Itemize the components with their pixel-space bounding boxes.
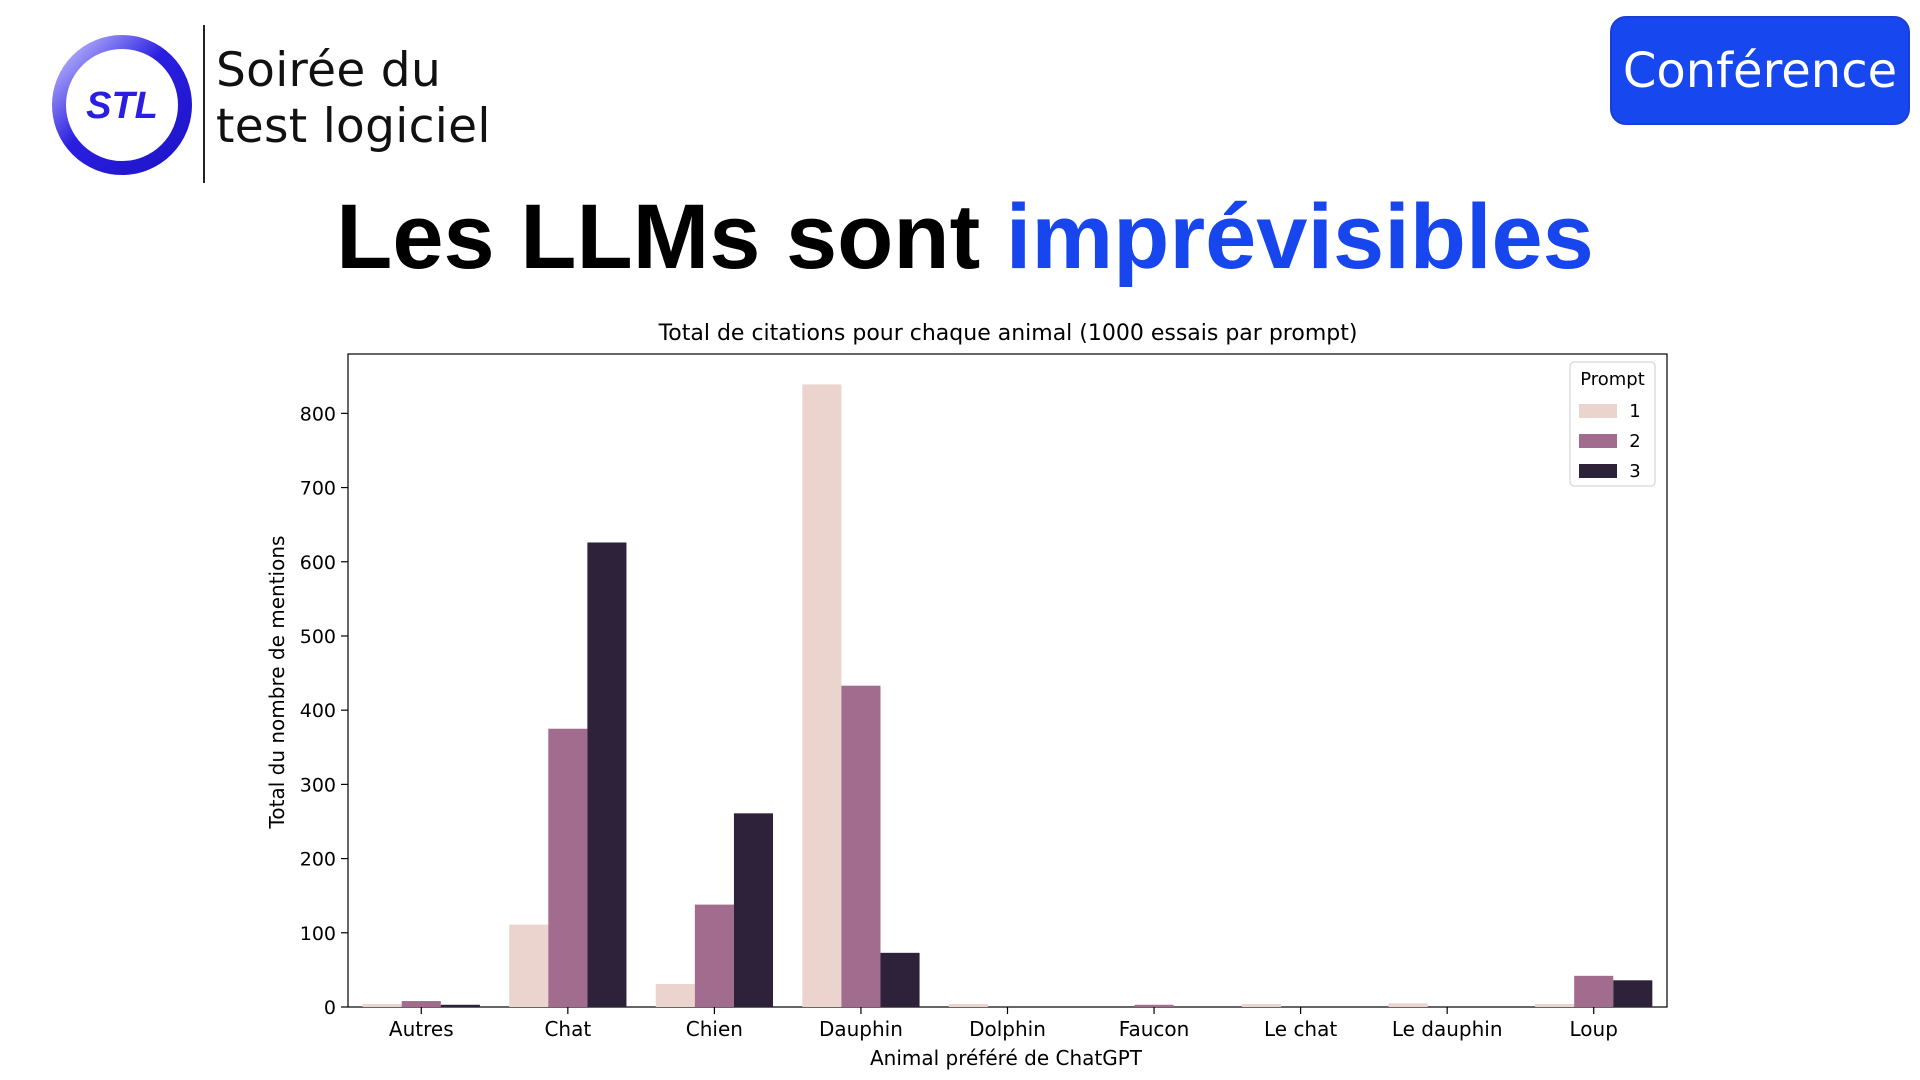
bar-loup-prompt-3	[1613, 980, 1653, 1007]
legend-swatch-3	[1579, 464, 1617, 478]
y-tick-label: 100	[300, 923, 336, 945]
y-tick-label: 700	[300, 478, 336, 500]
chart-title: Total de citations pour chaque animal (1…	[658, 321, 1358, 346]
y-tick-label: 600	[300, 552, 336, 574]
bar-autres-prompt-3	[440, 1004, 480, 1007]
y-tick-label: 400	[300, 700, 336, 722]
bar-le-chat-prompt-1	[1241, 1004, 1282, 1007]
x-tick-label: Dolphin	[969, 1017, 1046, 1041]
x-tick-label: Chat	[544, 1017, 591, 1041]
y-tick-label: 300	[300, 774, 336, 796]
y-tick-label: 200	[300, 849, 336, 871]
y-axis-label: Total du nombre de mentions	[265, 536, 289, 830]
x-tick-label: Le chat	[1264, 1017, 1337, 1041]
logo-line-1: Soirée du	[216, 43, 442, 98]
bar-dolphin-prompt-1	[948, 1004, 988, 1007]
slide-title-highlight: imprévisibles	[1005, 186, 1594, 288]
y-tick-label: 500	[300, 626, 336, 648]
bar-chien-prompt-1	[655, 983, 695, 1007]
bar-chat-prompt-1	[509, 924, 549, 1007]
bar-chien-prompt-3	[733, 813, 774, 1007]
x-tick-label: Faucon	[1119, 1017, 1190, 1041]
legend-label-2: 2	[1629, 431, 1640, 452]
plot-area: 0 100 200 300 400 500 600 700 800 Autres Chat Chien…	[300, 353, 1668, 1041]
stl-logo-icon: STL	[52, 35, 192, 175]
conference-badge-label: Conférence	[1622, 42, 1898, 99]
slide-title: Les LLMs sont imprévisibles	[0, 182, 1920, 292]
bar-dauphin-prompt-1	[802, 384, 842, 1008]
bar-faucon-prompt-2	[1134, 1004, 1174, 1007]
legend-title: Prompt	[1580, 369, 1645, 390]
bar-le-dauphin-prompt-1	[1388, 1003, 1428, 1007]
x-tick-label: Loup	[1570, 1017, 1618, 1041]
y-tick-label: 800	[300, 403, 336, 425]
bar-loup-prompt-2	[1574, 975, 1614, 1007]
slide-title-part1: Les LLMs sont	[336, 186, 1006, 288]
bar-chart: Total de citations pour chaque animal (1…	[265, 321, 1668, 1070]
bar-chien-prompt-2	[694, 904, 734, 1007]
plot-frame	[347, 353, 1668, 1008]
bar-autres-prompt-1	[362, 1004, 402, 1007]
bar-chat-prompt-3	[587, 542, 627, 1007]
stl-logo: STL Soirée du test logiciel	[50, 25, 525, 185]
legend-swatch-1	[1579, 404, 1617, 418]
x-tick-label: Autres	[389, 1017, 454, 1041]
y-tick-label: 0	[324, 997, 336, 1019]
conference-badge-button[interactable]: Conférence	[1610, 16, 1910, 125]
x-tick-label: Le dauphin	[1392, 1017, 1503, 1041]
legend-label-3: 3	[1629, 461, 1640, 482]
logo-wordmark: Soirée du test logiciel	[216, 43, 491, 155]
legend-swatch-2	[1579, 434, 1617, 448]
bar-dauphin-prompt-2	[841, 685, 881, 1007]
legend-label-1: 1	[1629, 401, 1640, 422]
logo-mark: STL	[86, 85, 158, 127]
bar-dauphin-prompt-3	[880, 952, 920, 1007]
legend-box	[1569, 361, 1656, 487]
bar-autres-prompt-2	[401, 1001, 441, 1007]
legend: Prompt 1 2 3	[1569, 361, 1656, 487]
bar-loup-prompt-1	[1535, 1004, 1575, 1007]
logo-line-2: test logiciel	[216, 99, 491, 154]
x-tick-label: Dauphin	[819, 1017, 903, 1041]
x-axis-label: Animal préféré de ChatGPT	[870, 1046, 1143, 1070]
x-tick-label: Chien	[686, 1017, 743, 1041]
logo-divider	[203, 25, 205, 183]
bar-chat-prompt-2	[548, 728, 588, 1007]
